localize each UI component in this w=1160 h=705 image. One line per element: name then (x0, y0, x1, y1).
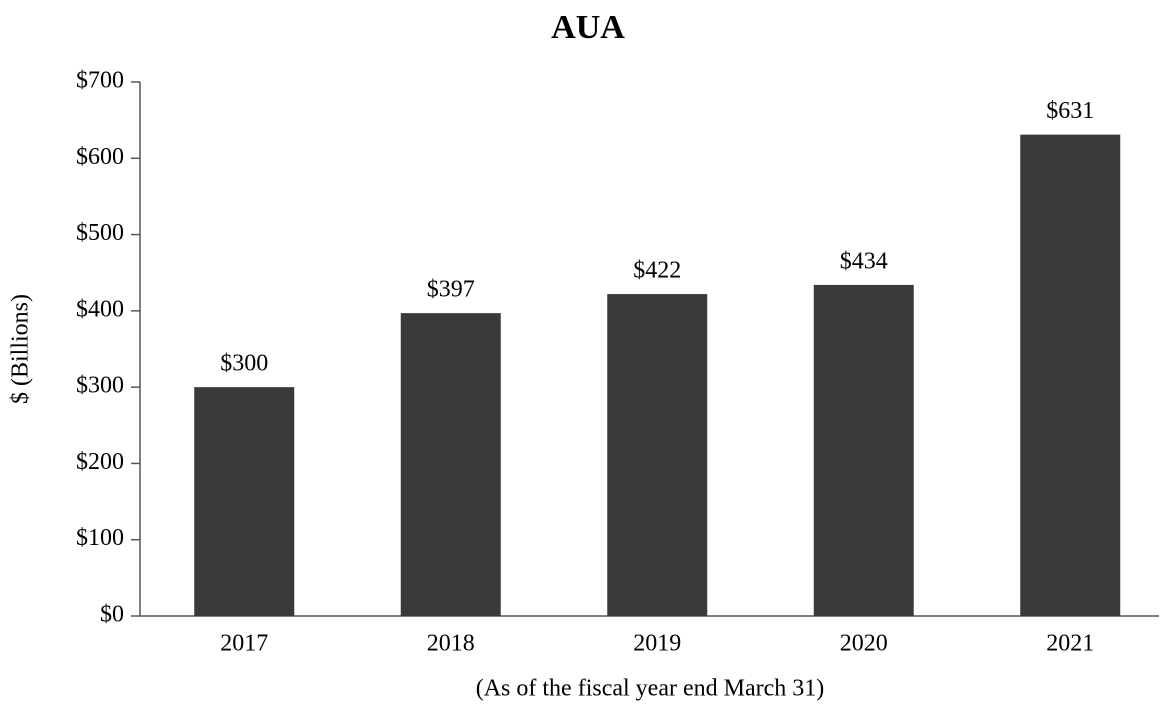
y-tick-label: $500 (76, 220, 124, 246)
value-label: $434 (840, 248, 888, 274)
bar (607, 294, 708, 616)
y-axis-label: $ (Billions) (8, 294, 34, 404)
value-label: $631 (1046, 98, 1094, 124)
bar (194, 387, 295, 616)
y-tick-label: $200 (76, 449, 124, 475)
y-tick-label: $0 (100, 602, 124, 628)
x-tick-label: 2021 (1046, 631, 1094, 657)
bar (1020, 134, 1121, 616)
x-tick-label: 2017 (220, 631, 268, 657)
value-label: $300 (220, 351, 268, 377)
value-label: $422 (633, 258, 681, 284)
y-tick-label: $600 (76, 144, 124, 170)
value-label: $397 (427, 277, 475, 303)
y-tick-label: $400 (76, 296, 124, 322)
bar (813, 284, 914, 616)
y-tick-label: $300 (76, 373, 124, 399)
x-tick-label: 2020 (840, 631, 888, 657)
x-tick-label: 2018 (427, 631, 475, 657)
y-tick-label: $100 (76, 525, 124, 551)
x-axis-label: (As of the fiscal year end March 31) (476, 676, 825, 702)
bar (400, 313, 501, 616)
y-tick-label: $700 (76, 68, 124, 94)
chart-title: AUA (551, 9, 625, 46)
x-tick-label: 2019 (633, 631, 681, 657)
